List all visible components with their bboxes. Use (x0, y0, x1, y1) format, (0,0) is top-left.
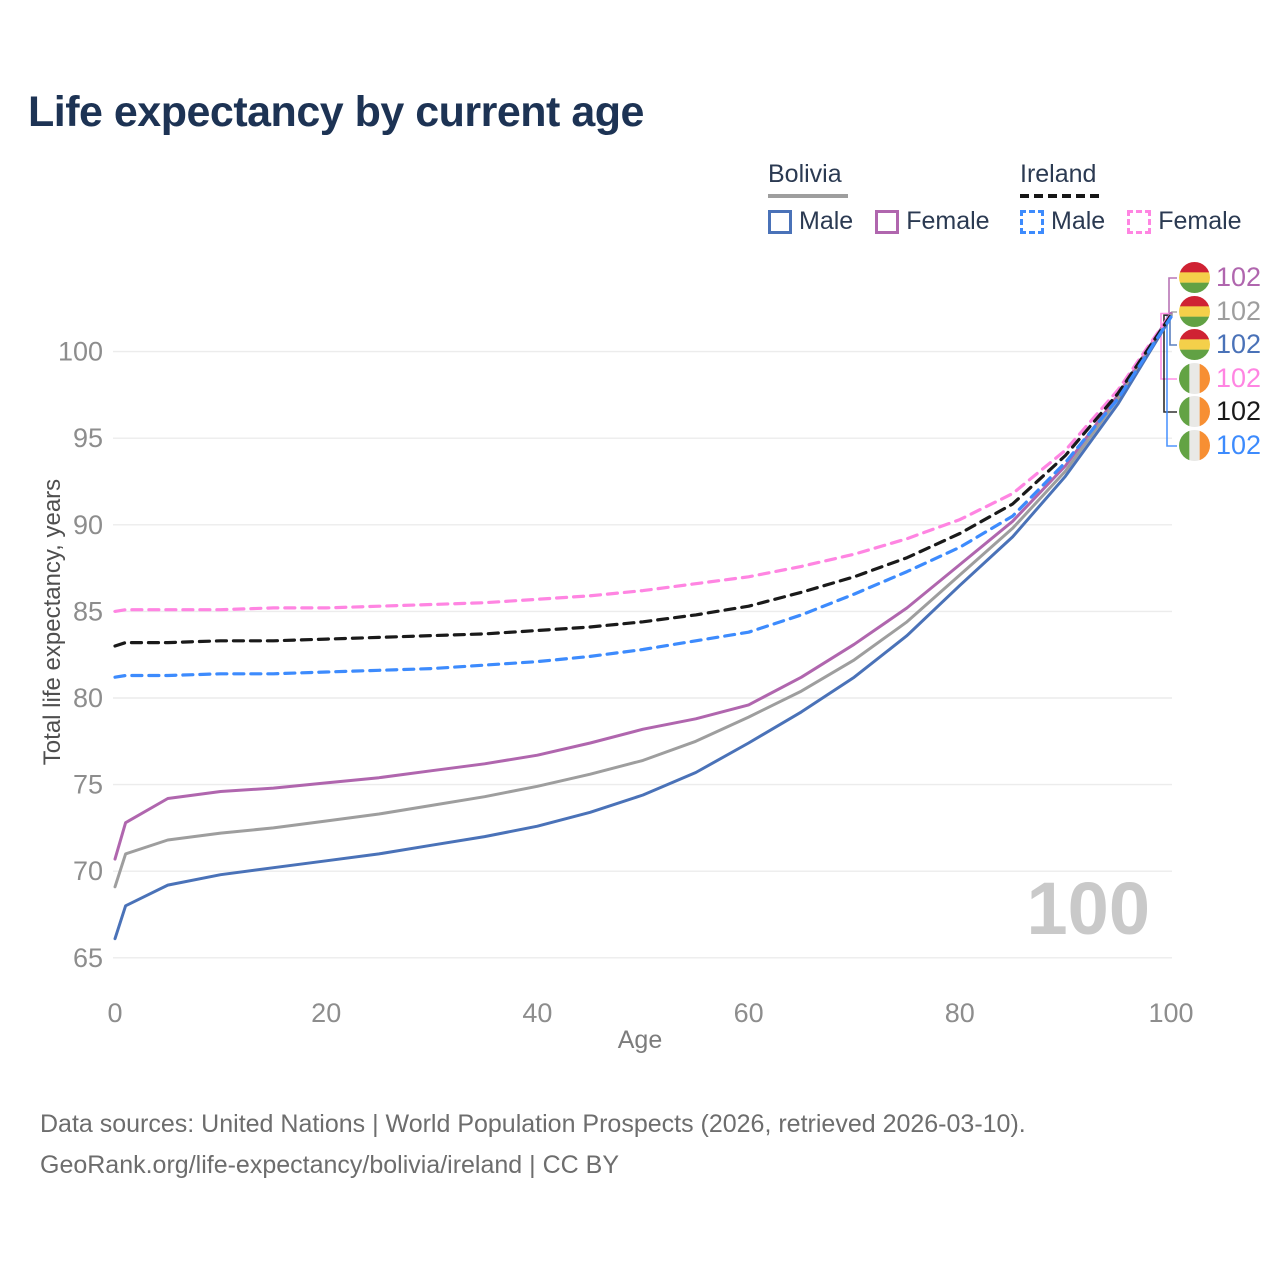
legend-label-bolivia-male: Male (799, 207, 854, 235)
bolivia-solid-line-sample (768, 194, 848, 198)
legend-label-ireland-male: Male (1051, 207, 1106, 235)
ireland-female-swatch-icon (1127, 209, 1152, 234)
ireland-flag-icon (1179, 363, 1210, 394)
bolivia-female-swatch-icon (875, 209, 900, 234)
legend-label-ireland-female: Female (1158, 207, 1242, 235)
y-axis-title: Total life expectancy, years (39, 478, 66, 766)
series-end-value: 102 (1216, 329, 1262, 359)
svg-text:40: 40 (522, 998, 552, 1028)
end-label-row: 102 (1179, 430, 1261, 461)
ireland-dashed-line-sample (1020, 194, 1104, 198)
end-label-row: 102 (1179, 396, 1261, 427)
svg-text:100: 100 (58, 337, 103, 367)
end-label-row: 102 (1179, 329, 1261, 360)
svg-text:65: 65 (73, 943, 103, 973)
series-end-value: 102 (1216, 396, 1262, 426)
series-end-value: 102 (1216, 296, 1262, 326)
ireland-male-swatch-icon (1020, 209, 1044, 234)
svg-text:70: 70 (73, 856, 103, 886)
legend-country-ireland: Ireland (1020, 160, 1097, 188)
legend-item-bolivia-female: Female (875, 207, 990, 236)
svg-text:60: 60 (734, 998, 764, 1028)
legend-item-ireland-female: Female (1127, 207, 1242, 236)
bolivia-flag-icon (1179, 262, 1210, 293)
end-label-row: 102 (1179, 262, 1261, 293)
svg-text:75: 75 (73, 770, 103, 800)
page-title: Life expectancy by current age (28, 88, 644, 136)
svg-text:100: 100 (1148, 998, 1193, 1028)
svg-text:85: 85 (73, 596, 103, 626)
legend-country-bolivia: Bolivia (768, 160, 842, 188)
svg-text:20: 20 (311, 998, 341, 1028)
footer-line1: Data sources: United Nations | World Pop… (40, 1110, 1026, 1138)
legend-label-bolivia-female: Female (906, 207, 990, 235)
svg-text:90: 90 (73, 510, 103, 540)
legend-row-ireland: Male Female (1020, 207, 1242, 236)
bolivia-flag-icon (1179, 296, 1210, 327)
series-end-value: 102 (1216, 262, 1262, 292)
legend-group-ireland: Ireland Male Female (1020, 160, 1242, 236)
series-end-value: 102 (1216, 363, 1262, 393)
x-axis-title: Age (617, 1026, 663, 1054)
legend-row-bolivia: Male Female (768, 207, 990, 236)
legend-group-bolivia: Bolivia Male Female (768, 160, 990, 236)
svg-text:80: 80 (945, 998, 975, 1028)
bolivia-flag-icon (1179, 329, 1210, 360)
bolivia-male-swatch-icon (768, 209, 792, 234)
svg-text:95: 95 (73, 423, 103, 453)
data-sources-footer: Data sources: United Nations | World Pop… (40, 1104, 1026, 1186)
svg-text:0: 0 (107, 998, 122, 1028)
svg-text:80: 80 (73, 683, 103, 713)
ireland-flag-icon (1179, 396, 1210, 427)
footer-line2: GeoRank.org/life-expectancy/bolivia/irel… (40, 1151, 619, 1179)
age-counter-watermark: 100 (1026, 867, 1150, 950)
ireland-flag-icon (1179, 430, 1210, 461)
end-label-row: 102 (1179, 363, 1261, 394)
series-end-value: 102 (1216, 430, 1262, 460)
end-label-row: 102 (1179, 296, 1261, 327)
